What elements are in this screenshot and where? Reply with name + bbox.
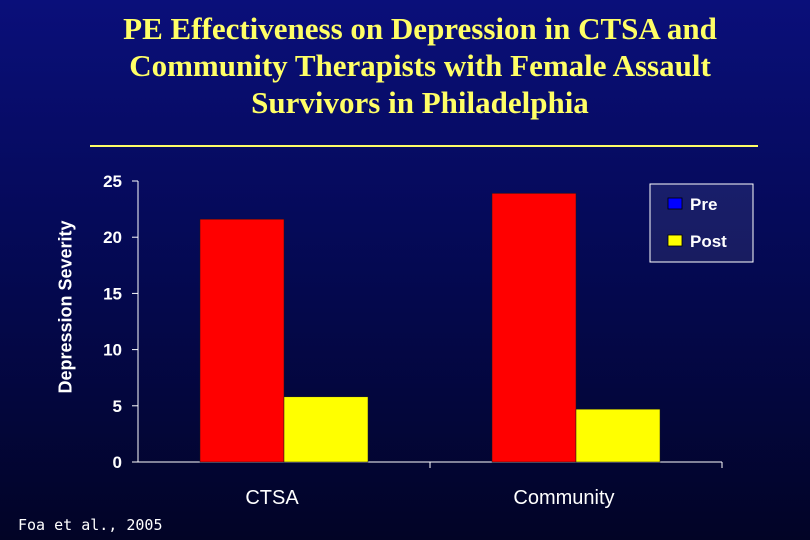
bar-post-ctsa [283, 396, 369, 463]
chart-title: PE Effectiveness on Depression in CTSA a… [123, 11, 717, 120]
y-tick-label-1: 5 [113, 397, 122, 416]
x-category-label-1: Community [513, 487, 614, 509]
title-divider [90, 145, 758, 147]
legend-box [649, 183, 754, 263]
bar-pre-community [491, 193, 577, 463]
y-tick-label-5: 25 [103, 172, 122, 191]
y-tick-label-0: 0 [113, 453, 122, 472]
legend-label-post: Post [690, 232, 727, 251]
legend-label-pre: Pre [690, 195, 717, 214]
y-tick-label-3: 15 [103, 284, 122, 303]
legend-swatch-pre [667, 197, 683, 210]
y-tick-label-4: 20 [103, 228, 122, 247]
legend-swatch-post [667, 234, 683, 247]
bar-pre-ctsa [199, 218, 285, 463]
citation: Foa et al., 2005 [18, 516, 163, 534]
x-category-label-0: CTSA [245, 487, 299, 509]
y-tick-label-2: 10 [103, 341, 122, 360]
bar-post-community [575, 408, 661, 463]
